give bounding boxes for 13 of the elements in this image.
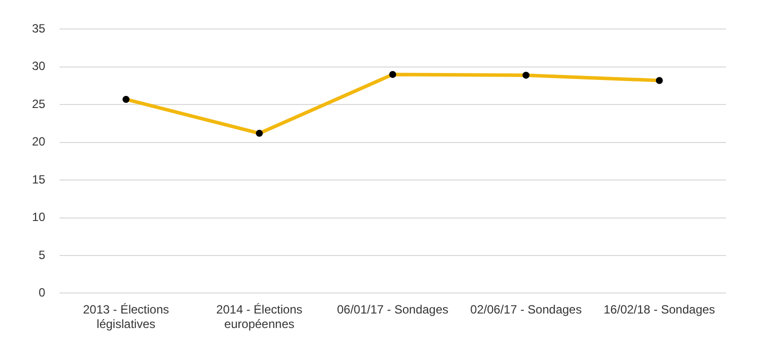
x-tick-label: 16/02/18 - Sondages: [604, 302, 716, 317]
y-tick-label: 35: [32, 22, 46, 36]
y-tick-label: 10: [32, 210, 46, 224]
y-tick-label: 20: [32, 134, 46, 149]
x-tick-label: 06/01/17 - Sondages: [336, 302, 448, 317]
x-tick-label: 02/06/17 - Sondages: [470, 302, 582, 317]
y-tick-label: 25: [32, 96, 46, 111]
y-tick-label: 5: [38, 248, 46, 262]
x-tick-label: 2014 - Élections européennes: [216, 302, 302, 332]
x-tick-label: 2013 - Élections législatives: [82, 302, 170, 332]
y-tick-label: 30: [32, 59, 46, 74]
y-tick-label: 0: [38, 286, 46, 300]
y-tick-label: 15: [32, 172, 46, 186]
